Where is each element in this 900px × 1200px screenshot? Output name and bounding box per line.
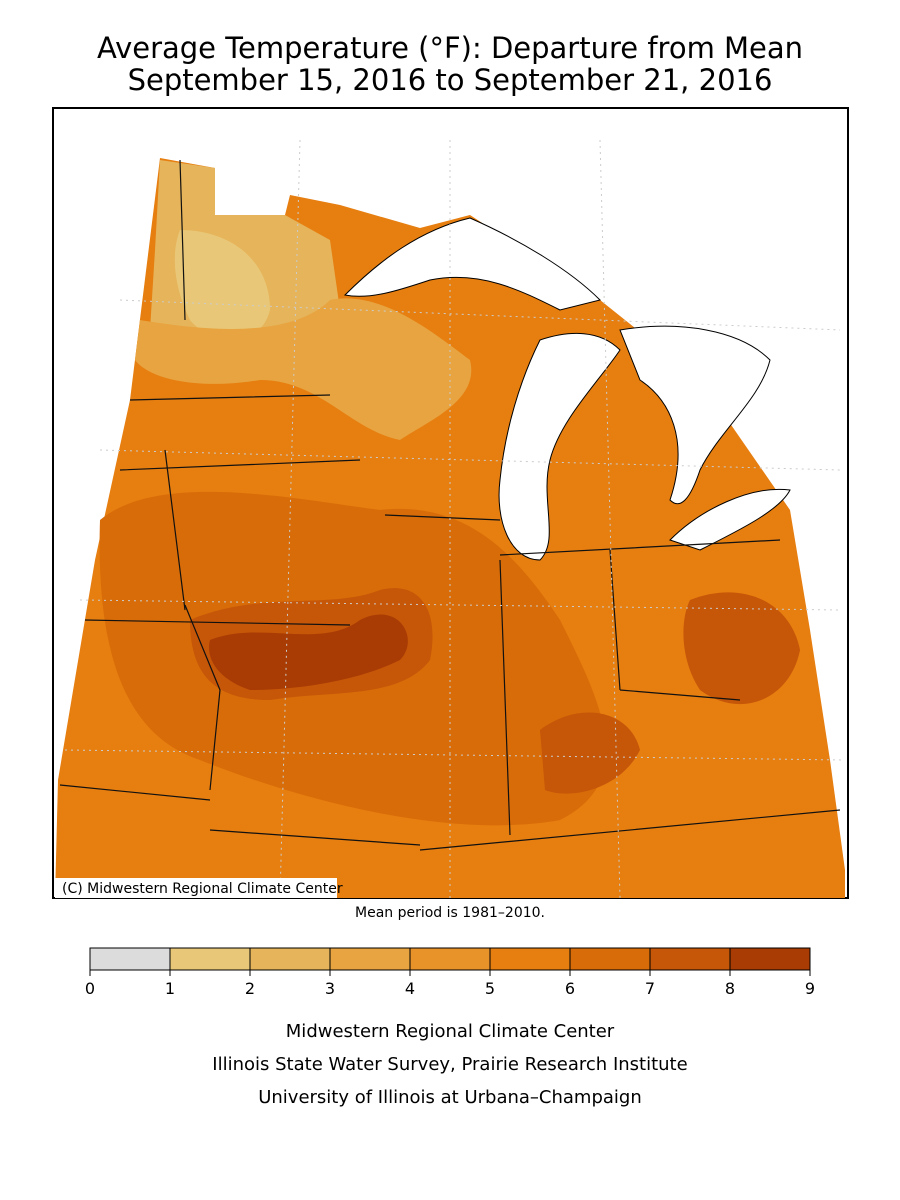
legend: 0 1 2 3 4 5 6 7 8 9: [85, 947, 815, 998]
mean-period-note: Mean period is 1981–2010.: [355, 905, 545, 921]
footer-line: Illinois State Water Survey, Prairie Res…: [212, 1054, 687, 1075]
legend-tick-label: 1: [165, 979, 175, 998]
title-line: September 15, 2016 to September 21, 2016: [128, 63, 773, 97]
map: (C) Midwestern Regional Climate Center: [52, 107, 849, 899]
legend-bin: [729, 947, 811, 971]
copyright: (C) Midwestern Regional Climate Center: [62, 881, 343, 897]
legend-bin: [569, 947, 651, 971]
legend-tick-label: 2: [245, 979, 255, 998]
legend-tick-label: 4: [405, 979, 415, 998]
legend-bin: [169, 947, 251, 971]
legend-tick-label: 5: [485, 979, 495, 998]
legend-tick-label: 0: [85, 979, 95, 998]
legend-bin: [89, 947, 171, 971]
footer-line: Midwestern Regional Climate Center: [286, 1021, 615, 1042]
legend-tick-label: 9: [805, 979, 815, 998]
legend-bin: [329, 947, 411, 971]
footer-line: University of Illinois at Urbana–Champai…: [258, 1087, 642, 1108]
legend-bin: [249, 947, 331, 971]
legend-tick-label: 8: [725, 979, 735, 998]
legend-tick-label: 3: [325, 979, 335, 998]
title-line: Average Temperature (°F): Departure from…: [97, 31, 803, 65]
legend-tick-label: 7: [645, 979, 655, 998]
legend-bin: [649, 947, 731, 971]
legend-bin: [489, 947, 571, 971]
legend-tick-label: 6: [565, 979, 575, 998]
legend-bin: [409, 947, 491, 971]
